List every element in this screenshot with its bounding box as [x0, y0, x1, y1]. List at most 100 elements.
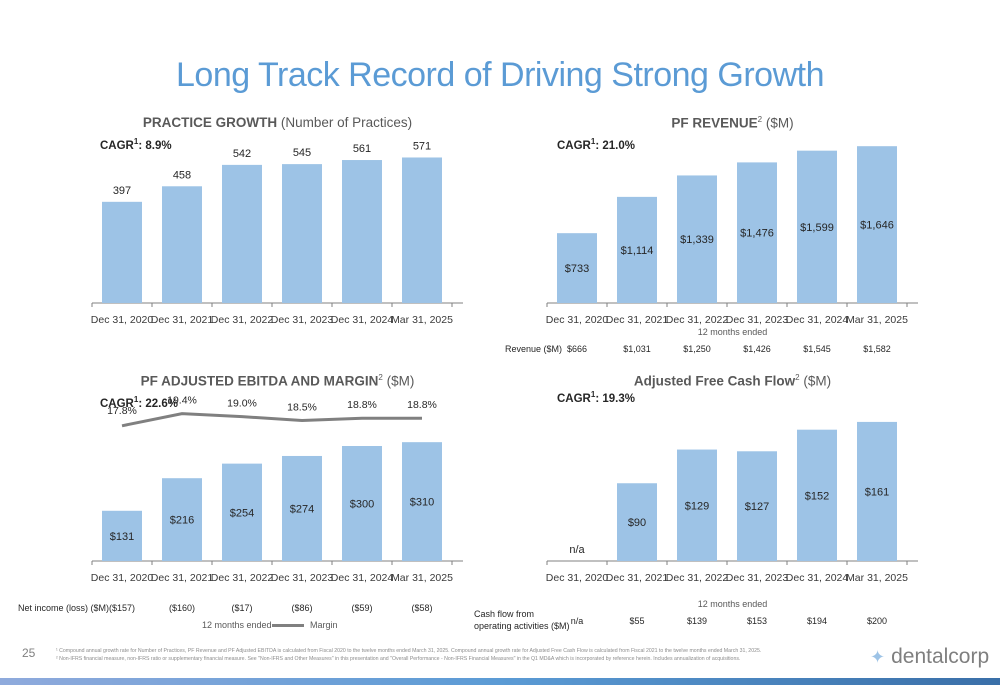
data-label: $131 — [110, 531, 134, 543]
x-tick-label: Dec 31, 2021 — [151, 314, 214, 326]
ebitda-cagr: CAGR1: 22.6% — [100, 395, 178, 410]
x-tick-label: Dec 31, 2024 — [331, 314, 394, 326]
data-label: $254 — [230, 507, 254, 519]
pf-revenue-axis-note: 12 months ended — [697, 327, 768, 337]
practice-growth-title: PRACTICE GROWTH (Number of Practices) — [90, 115, 465, 130]
fcf-title-unit: ($M) — [799, 373, 832, 389]
pf-revenue-panel: PF REVENUE2 ($M) CAGR1: 21.0% Dec 31, 20… — [545, 115, 920, 360]
data-label: $152 — [805, 490, 829, 502]
fcf-title-bold: Adjusted Free Cash Flow — [633, 373, 796, 389]
row-value: ($157) — [108, 603, 135, 613]
pf-revenue-cagr: CAGR1: 21.0% — [557, 137, 635, 152]
x-tick-label: Dec 31, 2023 — [271, 314, 334, 326]
cagr-value: : 8.9% — [138, 139, 172, 152]
data-label: 458 — [173, 169, 191, 181]
sparkle-icon: ✦ — [870, 647, 886, 667]
x-tick-label: Dec 31, 2021 — [606, 314, 669, 326]
ebitda-legend: Margin — [272, 620, 338, 630]
title-footnote-ref: 2 — [378, 373, 383, 382]
bar — [402, 442, 442, 561]
net-income-row-label: Net income (loss) ($M) — [18, 603, 110, 613]
title-footnote-ref: 2 — [795, 373, 800, 382]
x-tick-label: Dec 31, 2021 — [606, 572, 669, 584]
ebitda-title: PF ADJUSTED EBITDA AND MARGIN2 ($M) — [90, 373, 465, 389]
cagr-value: : 22.6% — [138, 397, 178, 410]
bar — [102, 201, 142, 303]
bar — [222, 463, 262, 561]
bar — [797, 429, 837, 561]
cagr-value: : 19.3% — [595, 392, 635, 405]
cagr-footnote-ref: 1 — [133, 395, 139, 404]
row-value: n/a — [570, 616, 584, 626]
bar — [402, 157, 442, 303]
pf-revenue-title-unit: ($M) — [762, 115, 794, 131]
data-label: 397 — [113, 185, 131, 197]
data-label: $1,476 — [740, 228, 774, 240]
bar — [737, 162, 777, 303]
practice-growth-cagr: CAGR1: 8.9% — [100, 137, 172, 152]
cagr-label: CAGR — [100, 139, 134, 152]
margin-legend-label: Margin — [310, 620, 338, 630]
margin-label: 18.5% — [287, 401, 317, 413]
bar — [557, 233, 597, 303]
row-value: $1,250 — [683, 344, 711, 354]
bar — [162, 478, 202, 561]
bottom-bar — [0, 678, 1000, 685]
ebitda-title-unit: ($M) — [382, 373, 415, 389]
row-value: ($59) — [351, 603, 373, 613]
data-label: $310 — [410, 497, 434, 509]
bar — [282, 164, 322, 303]
cagr-footnote-ref: 1 — [590, 137, 596, 146]
data-label: $1,339 — [680, 234, 714, 246]
data-label: $733 — [565, 263, 589, 275]
x-tick-label: Dec 31, 2022 — [211, 314, 274, 326]
row-value: $1,031 — [623, 344, 651, 354]
data-label: $1,114 — [621, 245, 654, 257]
data-label: n/a — [569, 544, 585, 556]
x-tick-label: Dec 31, 2023 — [726, 572, 789, 584]
row-value: $139 — [686, 616, 708, 626]
data-label: 561 — [353, 143, 371, 155]
x-tick-label: Dec 31, 2020 — [91, 314, 154, 326]
operating-cash-flow-label-line1: Cash flow from — [474, 609, 535, 619]
bar — [797, 150, 837, 303]
pf-revenue-title-bold: PF REVENUE — [671, 115, 758, 131]
row-value: $200 — [866, 616, 888, 626]
bar — [342, 160, 382, 303]
ebitda-axis-note: 12 months ended — [202, 620, 272, 630]
margin-line — [121, 412, 422, 428]
row-value: $194 — [806, 616, 828, 626]
x-tick-label: Dec 31, 2020 — [91, 572, 154, 584]
margin-label: 19.0% — [227, 398, 257, 410]
x-tick-label: Dec 31, 2021 — [151, 572, 214, 584]
x-tick-label: Dec 31, 2024 — [786, 572, 849, 584]
x-tick-label: Mar 31, 2025 — [391, 572, 453, 584]
row-value: $1,426 — [743, 344, 771, 354]
bar — [282, 455, 322, 561]
x-tick-label: Mar 31, 2025 — [391, 314, 453, 326]
x-tick-label: Dec 31, 2023 — [271, 572, 334, 584]
cagr-label: CAGR — [100, 397, 134, 410]
ebitda-title-bold: PF ADJUSTED EBITDA AND MARGIN — [140, 373, 379, 389]
x-tick-label: Dec 31, 2020 — [546, 314, 609, 326]
bar — [677, 175, 717, 303]
bar — [857, 146, 897, 303]
x-tick-label: Dec 31, 2022 — [666, 314, 729, 326]
data-label: $161 — [865, 486, 889, 498]
cagr-label: CAGR — [557, 139, 591, 152]
data-label: $274 — [290, 503, 314, 515]
ebitda-chart: Dec 31, 2020 $131 Dec 31, 2021 $216 Dec 31, … — [91, 395, 463, 584]
row-value: ($86) — [291, 603, 313, 613]
cagr-footnote-ref: 1 — [590, 390, 596, 399]
practice-growth-title-unit: (Number of Practices) — [277, 115, 413, 130]
x-tick-label: Dec 31, 2020 — [546, 572, 609, 584]
data-label: $300 — [350, 499, 374, 511]
bar — [222, 164, 262, 303]
footnote-1: ¹ Compound annual growth rate for Number… — [56, 648, 762, 654]
cagr-footnote-ref: 1 — [133, 137, 139, 146]
x-tick-label: Dec 31, 2023 — [726, 314, 789, 326]
x-tick-label: Mar 31, 2025 — [846, 314, 908, 326]
row-value: $153 — [746, 616, 768, 626]
page-title: Long Track Record of Driving Strong Grow… — [176, 56, 824, 94]
row-value: $1,545 — [803, 344, 831, 354]
